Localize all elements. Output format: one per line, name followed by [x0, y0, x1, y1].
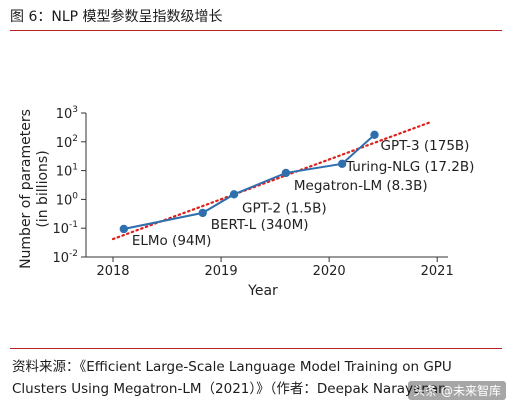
data-point: [229, 190, 239, 199]
series-line: [123, 134, 376, 230]
data-point-label: Turing-NLG (17.2B): [345, 159, 474, 175]
data-point: [337, 159, 347, 169]
y-tick-label: 10-1: [52, 220, 78, 237]
data-point: [198, 208, 207, 218]
x-tick-label: 2021: [421, 264, 454, 279]
data-point-label: ELMo (94M): [132, 233, 212, 249]
x-tick-label: 2019: [205, 264, 238, 279]
data-point: [281, 168, 291, 178]
x-axis-label: Year: [247, 283, 278, 299]
watermark: 头条 @未来智库: [408, 381, 506, 400]
y-tick-label: 103: [56, 105, 78, 122]
y-tick-label: 10-2: [52, 249, 78, 266]
x-tick-label: 2018: [96, 264, 129, 279]
y-tick-label: 102: [56, 134, 78, 151]
y-axis-label-units: (in billions): [35, 150, 51, 227]
data-point-label: GPT-2 (1.5B): [242, 200, 327, 216]
title-divider: [10, 30, 502, 31]
source-divider: [10, 348, 502, 349]
data-point: [119, 224, 129, 234]
data-point: [370, 130, 379, 140]
data-point-label: GPT-3 (175B): [381, 138, 470, 154]
y-tick-label: 101: [56, 163, 78, 180]
x-tick-label: 2020: [313, 264, 346, 279]
data-point-label: Megatron-LM (8.3B): [294, 178, 428, 194]
source-note: 资料来源：《Efficient Large-Scale Language Mod…: [12, 359, 452, 397]
y-axis-label: Number of parameters: [18, 109, 34, 269]
data-point-label: BERT-L (340M): [211, 217, 309, 233]
y-tick-label: 100: [56, 191, 79, 208]
figure-title: 图 6：NLP 模型参数呈指数级增长: [10, 9, 223, 25]
